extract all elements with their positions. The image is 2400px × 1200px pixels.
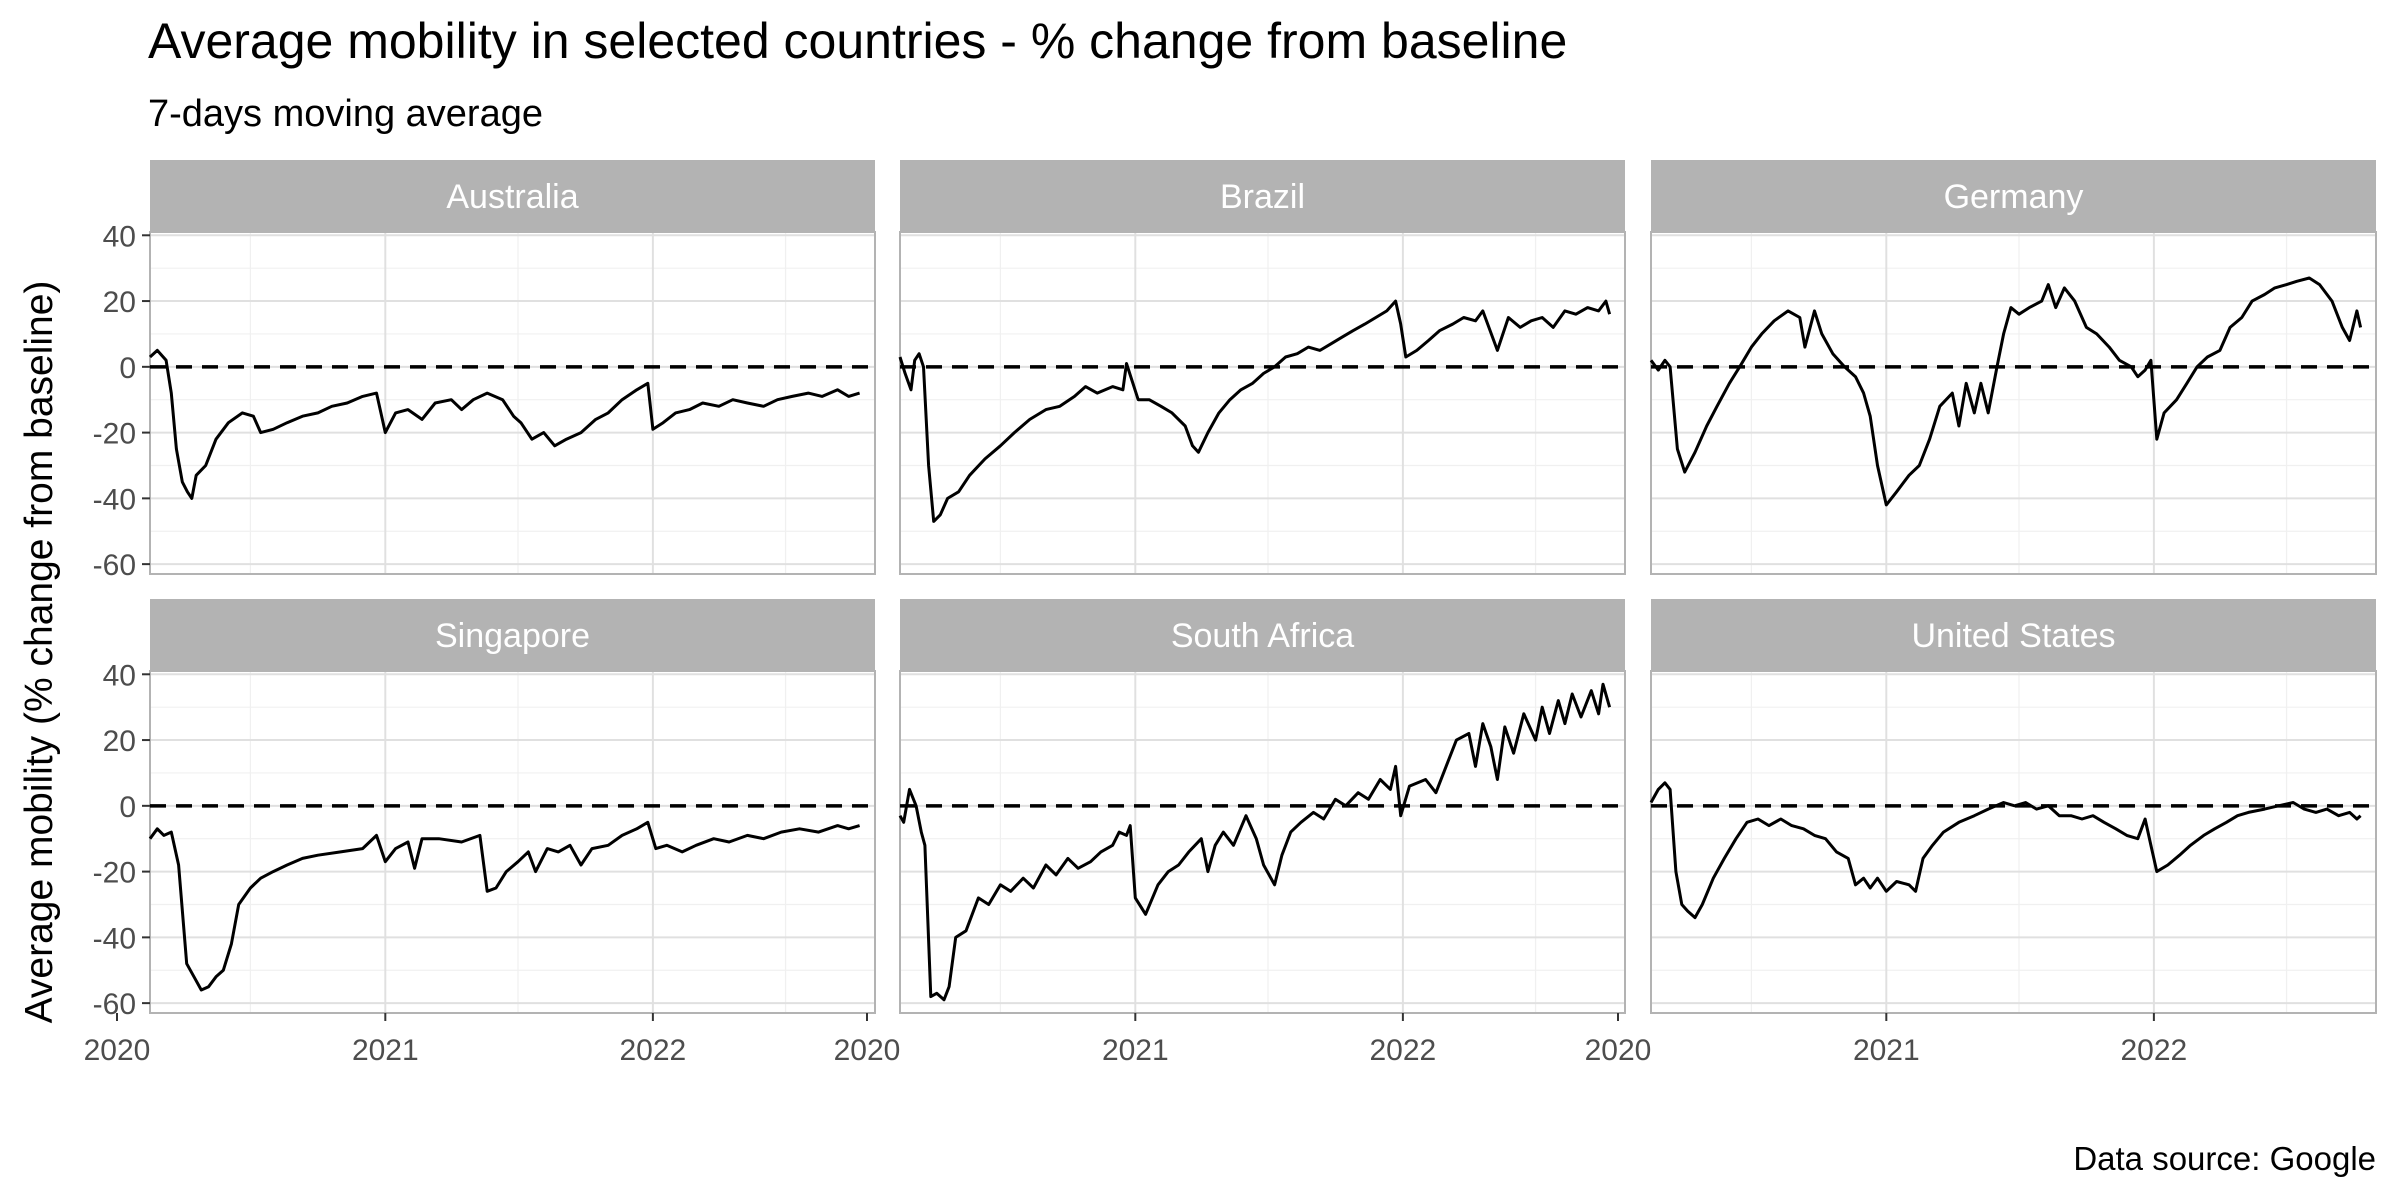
facet-panel: United States 2020 2021 2022 <box>1585 599 2377 1067</box>
facet-panel: Singapore 40 20 0 -20 -40 -60 2020 2021 2022 <box>84 599 876 1067</box>
panel-border <box>149 670 876 1014</box>
caption: Data source: Google <box>2073 1140 2376 1177</box>
panel-border <box>899 670 1626 1014</box>
x-tick-label: 2021 <box>352 1034 419 1067</box>
chart-subtitle: 7-days moving average <box>148 93 543 135</box>
facet-strip <box>1651 599 2376 671</box>
panel-border <box>1650 231 2377 575</box>
x-tick-label: 2020 <box>834 1034 901 1067</box>
facet-strip-label: Singapore <box>435 617 590 655</box>
mobility-line <box>1649 276 2363 507</box>
facet-strip <box>150 599 875 671</box>
x-tick-label: 2021 <box>1102 1034 1169 1067</box>
y-tick-label: 20 <box>103 725 136 758</box>
facet-strip <box>1651 160 2376 232</box>
facet-panel: Germany <box>1649 160 2377 575</box>
facet-strip <box>900 599 1625 671</box>
mobility-line <box>1649 781 2362 920</box>
facet-strip-label: United States <box>1911 617 2115 655</box>
facet-strip <box>150 160 875 232</box>
panel-border <box>1650 670 2377 1014</box>
y-tick-label: 0 <box>119 791 136 824</box>
facet-strip-label: Australia <box>446 178 578 216</box>
y-tick-label: 0 <box>119 352 136 385</box>
y-tick-label: 20 <box>103 286 136 319</box>
x-tick-label: 2022 <box>1370 1034 1437 1067</box>
facet-strip-label: South Africa <box>1171 617 1354 655</box>
y-tick-label: 40 <box>103 220 136 253</box>
panel-border <box>149 231 876 575</box>
x-tick-label: 2022 <box>620 1034 687 1067</box>
x-tick-label: 2020 <box>84 1034 151 1067</box>
mobility-line <box>148 820 861 992</box>
y-tick-label: -20 <box>93 857 136 890</box>
chart-title: Average mobility in selected countries -… <box>148 13 1567 69</box>
y-tick-label: -60 <box>93 549 136 582</box>
facet-strip-label: Germany <box>1944 178 2084 216</box>
y-axis-label: Average mobility (% change from baseline… <box>18 281 61 1024</box>
panel-border <box>899 231 1626 575</box>
facet-panel: Brazil <box>898 160 1626 575</box>
mobility-line <box>898 682 1612 1002</box>
facet-panels: Australia 40 20 0 -20 -40 -60 Brazil Germany Sing… <box>84 160 2377 1067</box>
y-tick-label: -20 <box>93 418 136 451</box>
x-tick-label: 2020 <box>1585 1034 1652 1067</box>
facet-strip-label: Brazil <box>1220 178 1305 216</box>
facet-strip <box>900 160 1625 232</box>
y-tick-label: -40 <box>93 922 136 955</box>
mobility-line <box>898 299 1612 523</box>
facet-panel: Australia 40 20 0 -20 -40 -60 <box>93 160 876 582</box>
y-tick-label: -40 <box>93 483 136 516</box>
facet-panel: South Africa 2020 2021 2022 <box>834 599 1626 1067</box>
y-tick-label: -60 <box>93 988 136 1021</box>
x-tick-label: 2021 <box>1853 1034 1920 1067</box>
mobility-line <box>148 348 861 500</box>
x-tick-label: 2022 <box>2121 1034 2188 1067</box>
y-tick-label: 40 <box>103 659 136 692</box>
